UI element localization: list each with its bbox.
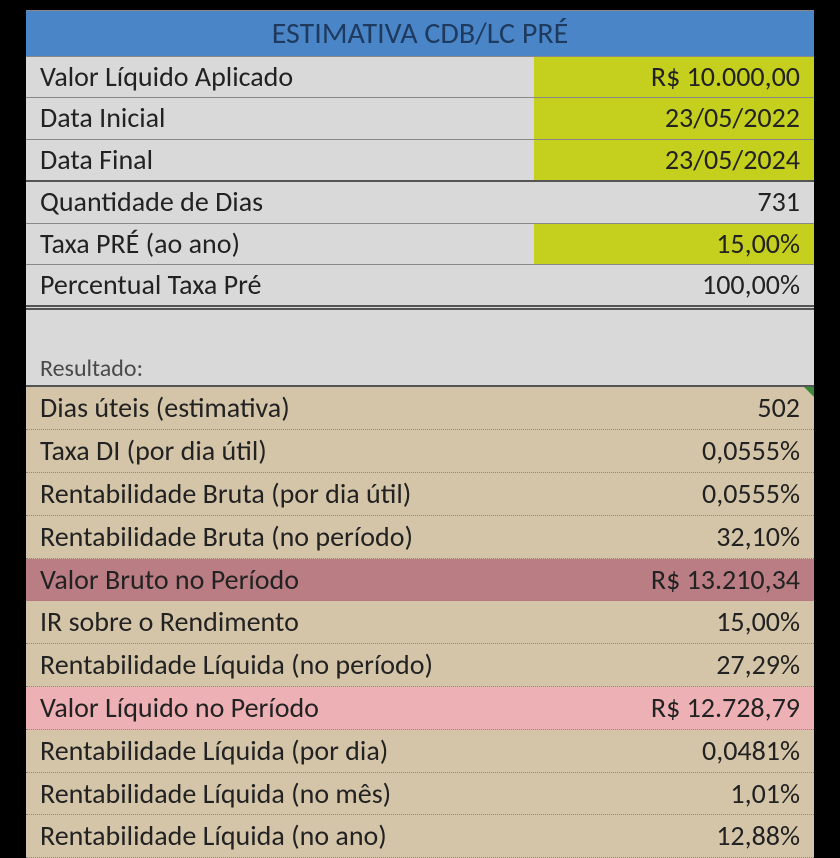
input-row: Data Inicial23/05/2022 — [26, 98, 814, 139]
result-label: Dias úteis (estimativa) — [26, 387, 564, 429]
result-label: Rentabilidade Líquida (no período) — [26, 644, 564, 686]
result-label: Rentabilidade Líquida (por dia) — [26, 730, 564, 772]
result-label: Valor Bruto no Período — [26, 559, 564, 601]
result-value: 0,0555% — [564, 430, 814, 472]
result-row: Rentabilidade Líquida (no ano)12,88% — [26, 815, 814, 858]
inputs-section: Valor Líquido AplicadoR$ 10.000,00Data I… — [26, 57, 814, 310]
input-row: Quantidade de Dias731 — [26, 182, 814, 223]
input-row: Valor Líquido AplicadoR$ 10.000,00 — [26, 57, 814, 98]
input-value[interactable]: 23/05/2022 — [534, 98, 814, 138]
sheet-title: ESTIMATIVA CDB/LC PRÉ — [26, 10, 814, 57]
input-row: Taxa PRÉ (ao ano)15,00% — [26, 224, 814, 265]
spacer — [26, 310, 814, 350]
cell-comment-flag-icon — [804, 387, 814, 397]
results-section: Dias úteis (estimativa)502Taxa DI (por d… — [26, 387, 814, 858]
input-value: 100,00% — [534, 265, 814, 305]
result-row: Rentabilidade Líquida (por dia)0,0481% — [26, 730, 814, 773]
result-row: Valor Líquido no PeríodoR$ 12.728,79 — [26, 687, 814, 730]
result-row: Rentabilidade Líquida (no período)27,29% — [26, 644, 814, 687]
input-value[interactable]: 15,00% — [534, 224, 814, 264]
input-label: Data Final — [26, 140, 534, 180]
input-label: Quantidade de Dias — [26, 182, 534, 222]
result-value: R$ 12.728,79 — [564, 687, 814, 729]
result-row: Rentabilidade Bruta (por dia útil)0,0555… — [26, 473, 814, 516]
result-value: 15,00% — [564, 601, 814, 643]
input-label: Data Inicial — [26, 98, 534, 138]
result-header: Resultado: — [26, 350, 814, 387]
input-label: Percentual Taxa Pré — [26, 265, 534, 305]
result-value: 27,29% — [564, 644, 814, 686]
input-row: Percentual Taxa Pré100,00% — [26, 265, 814, 310]
result-label: Taxa DI (por dia útil) — [26, 430, 564, 472]
spreadsheet-region: ESTIMATIVA CDB/LC PRÉ Valor Líquido Apli… — [26, 10, 814, 858]
result-value: 0,0555% — [564, 473, 814, 515]
input-value[interactable]: 23/05/2024 — [534, 140, 814, 180]
input-value: 731 — [534, 182, 814, 222]
result-value: 32,10% — [564, 516, 814, 558]
result-value: R$ 13.210,34 — [564, 559, 814, 601]
result-label: Valor Líquido no Período — [26, 687, 564, 729]
input-label: Taxa PRÉ (ao ano) — [26, 224, 534, 264]
result-row: Valor Bruto no PeríodoR$ 13.210,34 — [26, 559, 814, 602]
result-label: Rentabilidade Líquida (no ano) — [26, 815, 564, 857]
result-row: Rentabilidade Bruta (no período)32,10% — [26, 516, 814, 559]
result-label: Rentabilidade Bruta (no período) — [26, 516, 564, 558]
result-value: 1,01% — [564, 773, 814, 815]
result-value: 12,88% — [564, 815, 814, 857]
input-value[interactable]: R$ 10.000,00 — [534, 57, 814, 97]
result-row: Dias úteis (estimativa)502 — [26, 387, 814, 430]
result-label: Rentabilidade Líquida (no mês) — [26, 773, 564, 815]
result-label: Rentabilidade Bruta (por dia útil) — [26, 473, 564, 515]
result-row: Taxa DI (por dia útil)0,0555% — [26, 430, 814, 473]
result-value: 502 — [564, 387, 814, 429]
result-label: IR sobre o Rendimento — [26, 601, 564, 643]
result-value: 0,0481% — [564, 730, 814, 772]
result-row: IR sobre o Rendimento15,00% — [26, 601, 814, 644]
result-row: Rentabilidade Líquida (no mês)1,01% — [26, 773, 814, 816]
input-label: Valor Líquido Aplicado — [26, 57, 534, 97]
input-row: Data Final23/05/2024 — [26, 140, 814, 182]
